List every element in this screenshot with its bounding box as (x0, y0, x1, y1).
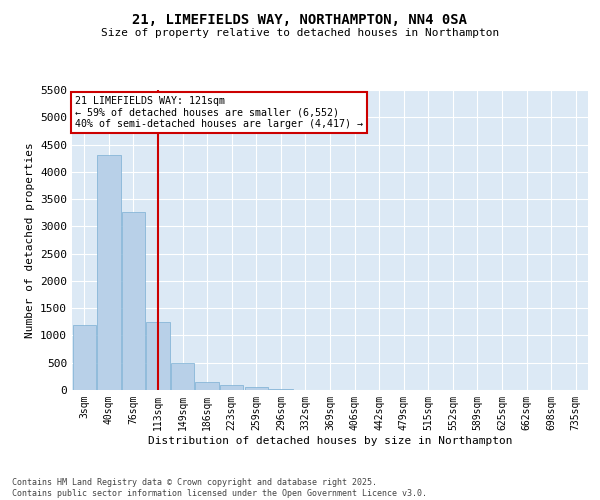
Bar (146, 322, 170, 390)
X-axis label: Distribution of detached houses by size in Northampton: Distribution of detached houses by size … (148, 436, 512, 446)
Bar (171, 364, 194, 390)
Y-axis label: Number of detached properties: Number of detached properties (25, 142, 35, 338)
Text: Size of property relative to detached houses in Northampton: Size of property relative to detached ho… (101, 28, 499, 38)
Bar (245, 387, 268, 390)
Bar (122, 212, 145, 390)
Bar (220, 384, 244, 390)
Text: 21, LIMEFIELDS WAY, NORTHAMPTON, NN4 0SA: 21, LIMEFIELDS WAY, NORTHAMPTON, NN4 0SA (133, 12, 467, 26)
Bar (97, 156, 121, 390)
Text: Contains HM Land Registry data © Crown copyright and database right 2025.
Contai: Contains HM Land Registry data © Crown c… (12, 478, 427, 498)
Bar (196, 382, 219, 390)
Bar (73, 324, 96, 390)
Text: 21 LIMEFIELDS WAY: 121sqm
← 59% of detached houses are smaller (6,552)
40% of se: 21 LIMEFIELDS WAY: 121sqm ← 59% of detac… (74, 96, 362, 129)
